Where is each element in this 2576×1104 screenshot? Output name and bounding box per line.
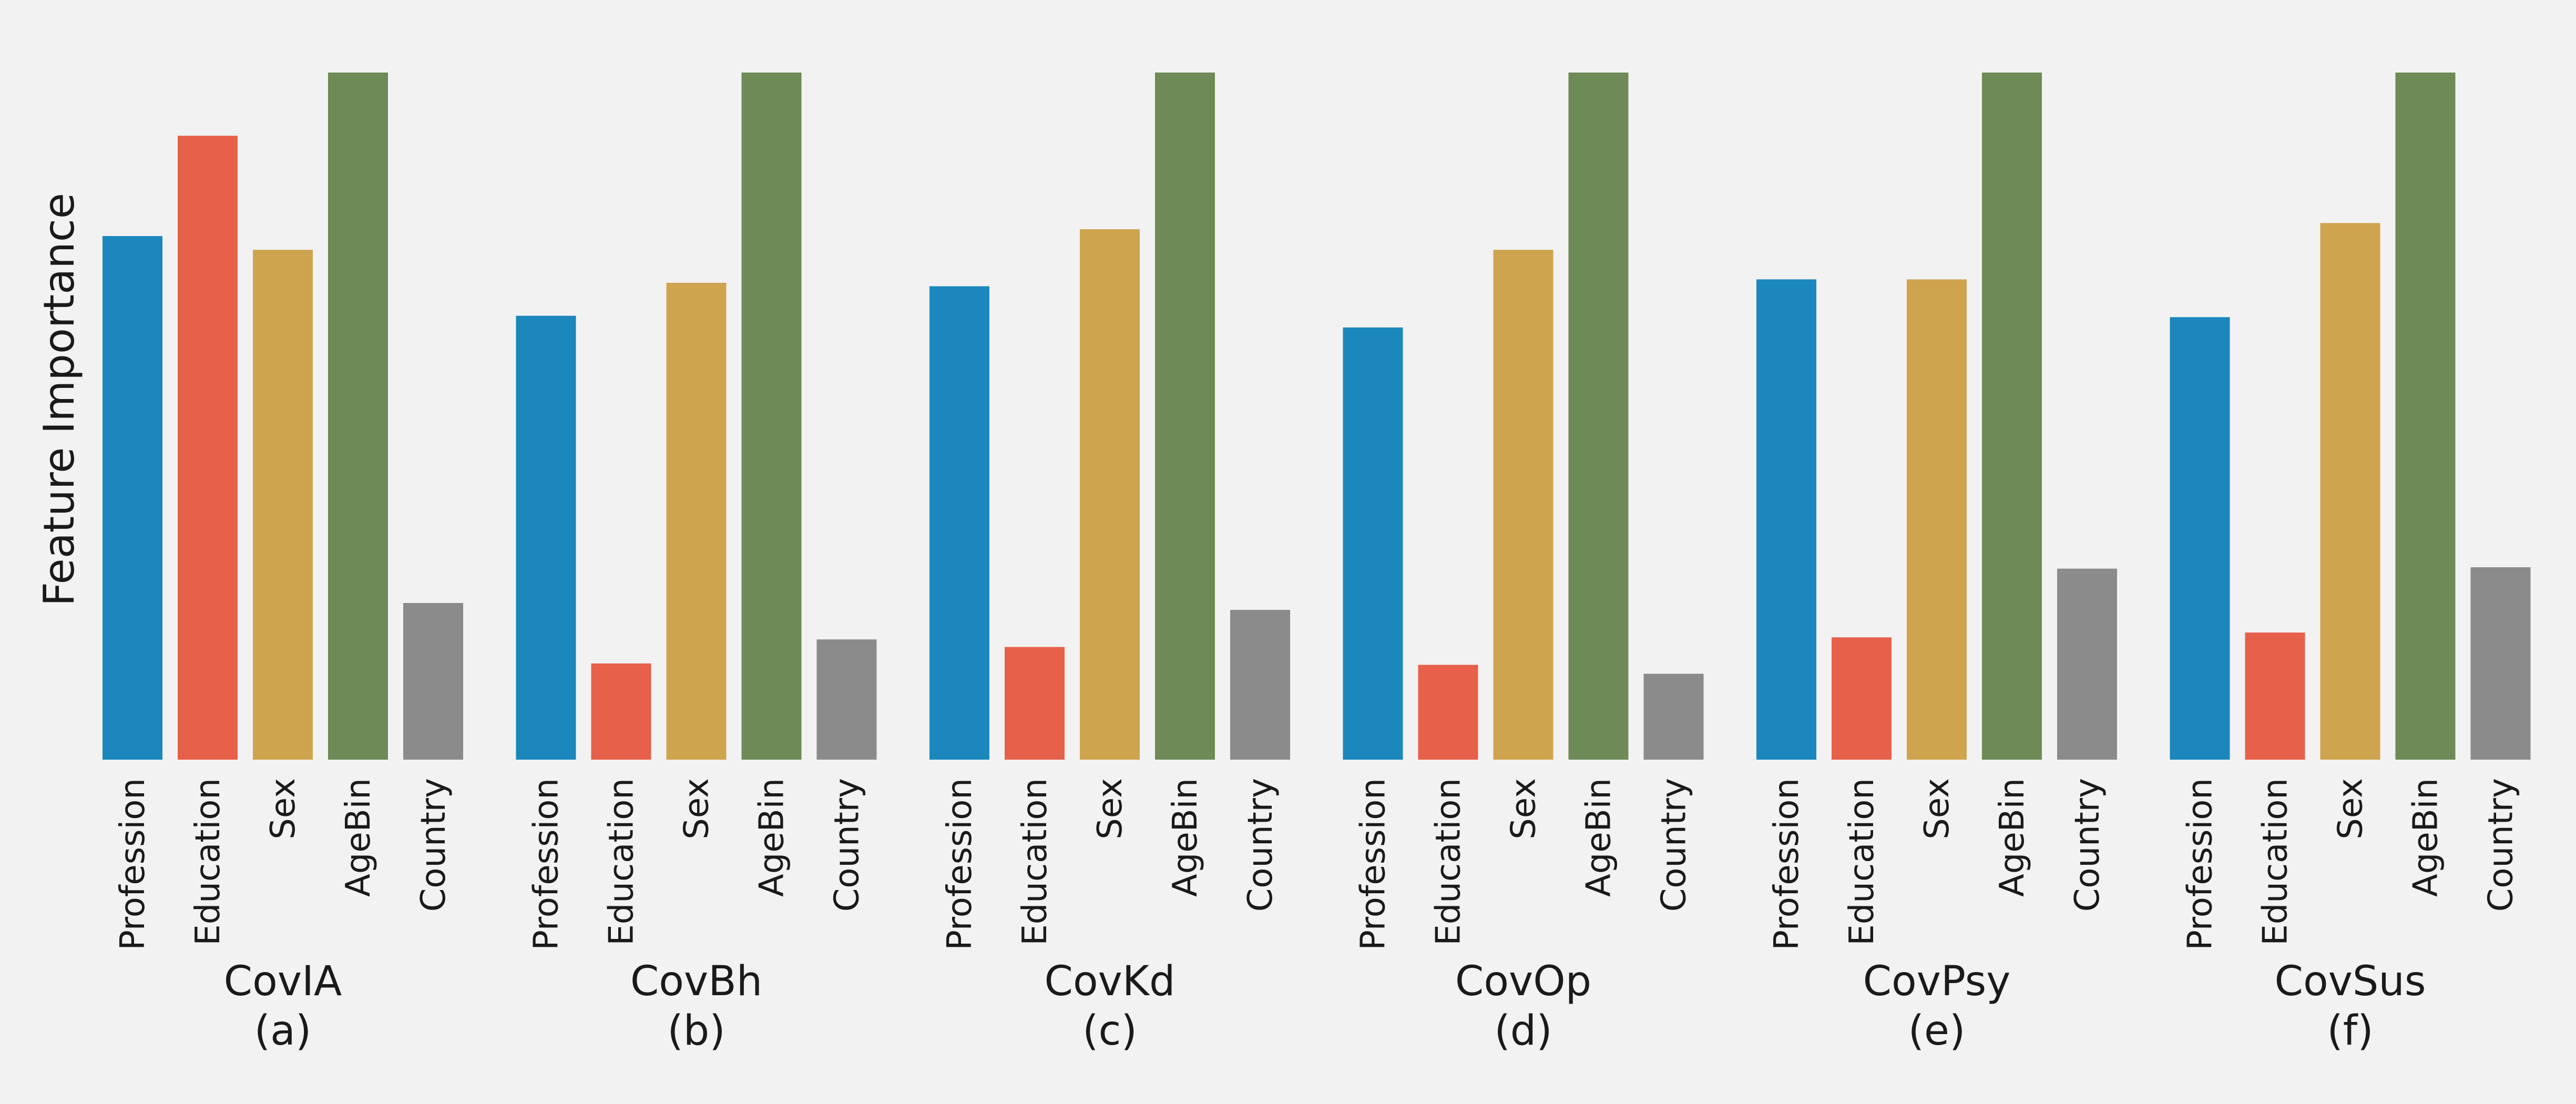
x-tick-label: Sex (1505, 778, 1543, 840)
x-tick-label: Sex (1918, 778, 1957, 840)
panel-tag-label: (d) (1494, 1007, 1552, 1055)
bar-covbh-agebin (741, 73, 802, 760)
panel-name-label: CovPsy (1863, 958, 2011, 1005)
panel-name-label: CovSus (2275, 958, 2426, 1005)
bar-covpsy-sex (1907, 279, 1967, 760)
x-tick-label: AgeBin (753, 778, 792, 897)
bar-covbh-country (816, 639, 877, 760)
x-tick-label: Education (1843, 778, 1882, 946)
x-tick-label: Education (189, 778, 228, 946)
bar-covop-education (1418, 665, 1478, 760)
panel-tag-label: (c) (1082, 1007, 1137, 1055)
bar-covkd-profession (929, 286, 989, 760)
bar-covpsy-education (1832, 637, 1892, 760)
x-tick-label: Profession (1354, 778, 1393, 950)
x-tick-label: Profession (1767, 778, 1806, 950)
panel-name-label: CovBh (630, 958, 762, 1005)
bar-covia-agebin (328, 73, 388, 760)
panel-name-label: CovIA (224, 958, 342, 1005)
panel-tag-label: (e) (1908, 1007, 1966, 1055)
panel-tag-label: (f) (2327, 1007, 2373, 1055)
y-axis-label: Feature Importance (35, 193, 84, 606)
panel-labels-layer: CovIA(a) CovBh(b) CovKd(c) CovOp(d) CovPsy(e… (224, 958, 2426, 1055)
x-tick-label: AgeBin (1166, 778, 1205, 897)
panel-tag-label: (a) (254, 1007, 312, 1055)
bar-covkd-agebin (1155, 73, 1215, 760)
bar-covop-agebin (1568, 73, 1629, 760)
x-tick-label: AgeBin (2407, 778, 2446, 897)
x-tick-label: AgeBin (1993, 778, 2032, 897)
x-tick-label: Profession (527, 778, 566, 950)
x-tick-label: Profession (2181, 778, 2220, 950)
x-tick-label: Country (1655, 778, 1694, 912)
x-tick-label: Country (2068, 778, 2107, 912)
x-tick-label: Country (414, 778, 453, 912)
panel-tag-label: (b) (667, 1007, 725, 1055)
x-tick-label: Education (1016, 778, 1055, 946)
x-tick-label: Country (2482, 778, 2521, 912)
bar-covkd-sex (1080, 229, 1140, 760)
x-tick-label: Education (2256, 778, 2295, 946)
bar-covbh-education (591, 663, 651, 760)
bar-covsus-country (2470, 567, 2531, 760)
bar-covia-sex (253, 250, 313, 760)
x-tick-label: Education (1429, 778, 1468, 946)
bar-covsus-education (2245, 632, 2305, 760)
bar-covpsy-agebin (1982, 73, 2042, 760)
tick-labels-layer: Profession Education Sex AgeBin Country Profe… (114, 778, 2521, 950)
bar-covsus-sex (2320, 223, 2380, 760)
x-tick-label: Profession (941, 778, 979, 950)
x-tick-label: Country (1241, 778, 1280, 912)
x-tick-label: Country (828, 778, 867, 912)
bar-covpsy-profession (1756, 279, 1816, 760)
bar-covia-profession (103, 236, 162, 760)
panel-name-label: CovKd (1044, 958, 1175, 1005)
bar-covia-country (403, 603, 463, 760)
bar-covop-sex (1493, 250, 1553, 760)
bar-covkd-country (1230, 610, 1290, 760)
x-tick-label: Education (602, 778, 641, 946)
bar-covpsy-country (2057, 568, 2117, 760)
bars-layer (103, 73, 2531, 760)
x-tick-label: Sex (678, 778, 717, 840)
bar-covbh-profession (516, 315, 576, 760)
bar-covbh-sex (666, 282, 727, 760)
panel-name-label: CovOp (1455, 958, 1591, 1005)
bar-covia-education (178, 136, 238, 760)
bar-covop-country (1643, 673, 1704, 760)
bar-covsus-profession (2170, 317, 2230, 760)
x-tick-label: Sex (1091, 778, 1130, 840)
x-tick-label: Sex (264, 778, 303, 840)
x-tick-label: Sex (2332, 778, 2370, 840)
bar-covop-profession (1343, 327, 1403, 760)
x-tick-label: AgeBin (339, 778, 378, 897)
bar-covkd-education (1005, 647, 1065, 760)
x-tick-label: Profession (114, 778, 152, 950)
x-tick-label: AgeBin (1580, 778, 1619, 897)
bar-covsus-agebin (2395, 73, 2456, 760)
